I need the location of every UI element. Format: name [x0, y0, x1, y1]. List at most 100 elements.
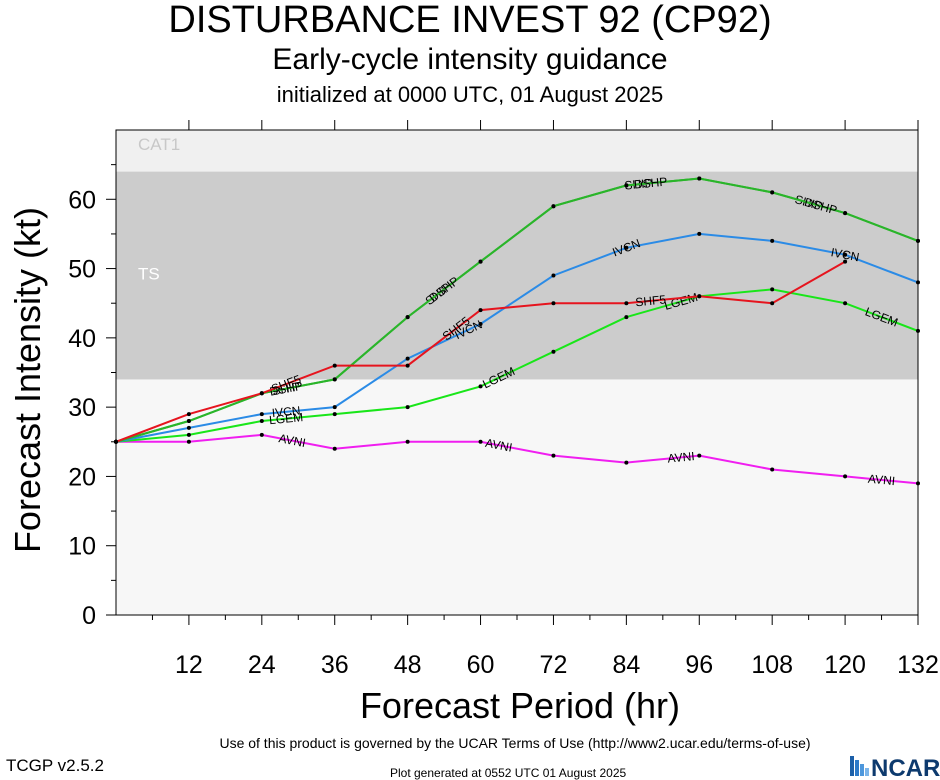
data-point-shf5: [624, 301, 629, 306]
chart-title: DISTURBANCE INVEST 92 (CP92): [168, 0, 772, 41]
data-point-dshp: [405, 315, 410, 320]
x-tick-label: 84: [612, 651, 640, 679]
data-point-dshp: [478, 259, 483, 264]
terms-of-use-text: Use of this product is governed by the U…: [219, 735, 811, 751]
band-label-cat1: CAT1: [138, 135, 180, 154]
data-point-lgem: [405, 405, 410, 410]
data-point-lgem: [478, 384, 483, 389]
data-point-dshp: [186, 419, 191, 423]
ncar-logo: NCAR: [850, 755, 940, 780]
data-point-ivcn: [551, 273, 556, 278]
data-point-lgem: [551, 349, 556, 354]
data-point-lgem: [259, 419, 264, 423]
y-tick-label: 10: [68, 533, 96, 561]
chart-subtitle: Early-cycle intensity guidance: [272, 43, 668, 76]
data-point-ivcn: [770, 238, 775, 243]
data-point-shf5: [697, 294, 702, 299]
data-point-shf5: [259, 391, 264, 396]
series-label-avni: AVNI: [484, 436, 513, 455]
data-point-shf5: [405, 363, 410, 368]
y-axis-title: Forecast Intensity (kt): [7, 206, 48, 554]
series-label-dshp: DSHP: [633, 175, 668, 192]
series-line-lgem: [115, 288, 919, 443]
data-point-lgem: [843, 301, 848, 306]
band-cat1: [116, 130, 918, 172]
series-avni: AVNI AVNI AVNI AVNI: [114, 431, 920, 488]
band-ts: [116, 171, 918, 380]
data-point-avni: [916, 481, 920, 486]
data-point-ivcn: [478, 322, 483, 326]
data-point-lgem: [916, 328, 920, 333]
data-point-lgem: [332, 412, 337, 417]
y-tick-label: 20: [68, 463, 96, 491]
series-label-avni: AVNI: [867, 472, 895, 488]
data-point-dshp: [916, 238, 920, 243]
x-tick-label: 120: [824, 651, 866, 679]
data-point-ivcn: [405, 356, 410, 361]
y-tick-label: 0: [82, 602, 96, 630]
data-point-dshp: [843, 211, 848, 216]
x-tick-label: 108: [751, 651, 793, 679]
data-point-ivcn: [697, 231, 702, 236]
x-axis-title: Forecast Period (hr): [359, 685, 681, 726]
data-point-avni: [332, 446, 337, 451]
series-label-shf5: SHF5: [635, 292, 667, 309]
data-point-avni: [551, 453, 556, 458]
data-point-dshp: [697, 176, 702, 181]
x-tick-label: 96: [685, 651, 713, 679]
data-point-shf5: [114, 439, 118, 444]
data-point-ivcn: [332, 405, 337, 410]
series-line-dshp: [115, 177, 919, 443]
data-point-lgem: [624, 315, 629, 320]
x-tick-label: 48: [394, 651, 422, 679]
data-point-avni: [624, 460, 629, 465]
x-tick-label: 12: [175, 651, 203, 679]
series-label-ivcn: IVCN: [271, 403, 301, 420]
generated-timestamp: Plot generated at 0552 UTC 01 August 202…: [390, 766, 627, 780]
data-point-shf5: [478, 308, 483, 313]
data-point-avni: [259, 432, 264, 437]
x-tick-label: 72: [540, 651, 568, 679]
data-point-ivcn: [624, 245, 629, 250]
series-label-avni: AVNI: [667, 449, 695, 465]
y-tick-label: 40: [68, 325, 96, 353]
data-point-shf5: [770, 301, 775, 306]
data-point-shf5: [332, 363, 337, 368]
ncar-logo-mark-icon: [850, 756, 869, 776]
x-tick-label: 24: [248, 651, 276, 679]
data-point-dshp: [624, 183, 629, 188]
data-point-avni: [186, 439, 191, 444]
series-label-dshp: DSHP: [268, 379, 303, 399]
data-point-dshp: [332, 377, 337, 382]
y-tick-label: 50: [68, 256, 96, 284]
data-point-avni: [843, 474, 848, 479]
series-line-ivcn: [115, 232, 919, 443]
data-point-shf5: [186, 412, 191, 417]
y-tick-label: 30: [68, 394, 96, 422]
data-point-avni: [697, 453, 702, 458]
data-point-avni: [478, 439, 483, 444]
series-label-avni: AVNI: [278, 431, 307, 450]
data-point-dshp: [770, 190, 775, 195]
data-point-lgem: [770, 287, 775, 292]
x-tick-label: 60: [467, 651, 495, 679]
series-label-ivcn: IVCN: [830, 245, 861, 264]
series-label-lgem: LGEM: [269, 410, 304, 427]
x-tick-label: 132: [897, 651, 939, 679]
series-line-avni: [116, 433, 919, 485]
data-point-avni: [770, 467, 775, 472]
y-tick-label: 60: [68, 186, 96, 214]
ncar-logo-text: NCAR: [871, 755, 940, 780]
initialization-time: initialized at 0000 UTC, 01 August 2025: [276, 82, 664, 107]
data-point-avni: [405, 439, 410, 444]
data-point-shf5: [551, 301, 556, 306]
version-label: TCGP v2.5.2: [6, 756, 104, 775]
data-point-ivcn: [186, 425, 191, 430]
x-tick-label: 36: [321, 651, 349, 679]
data-point-ivcn: [843, 252, 848, 257]
data-point-shf5: [843, 259, 848, 264]
data-point-ivcn: [916, 280, 920, 285]
data-point-lgem: [186, 432, 191, 437]
